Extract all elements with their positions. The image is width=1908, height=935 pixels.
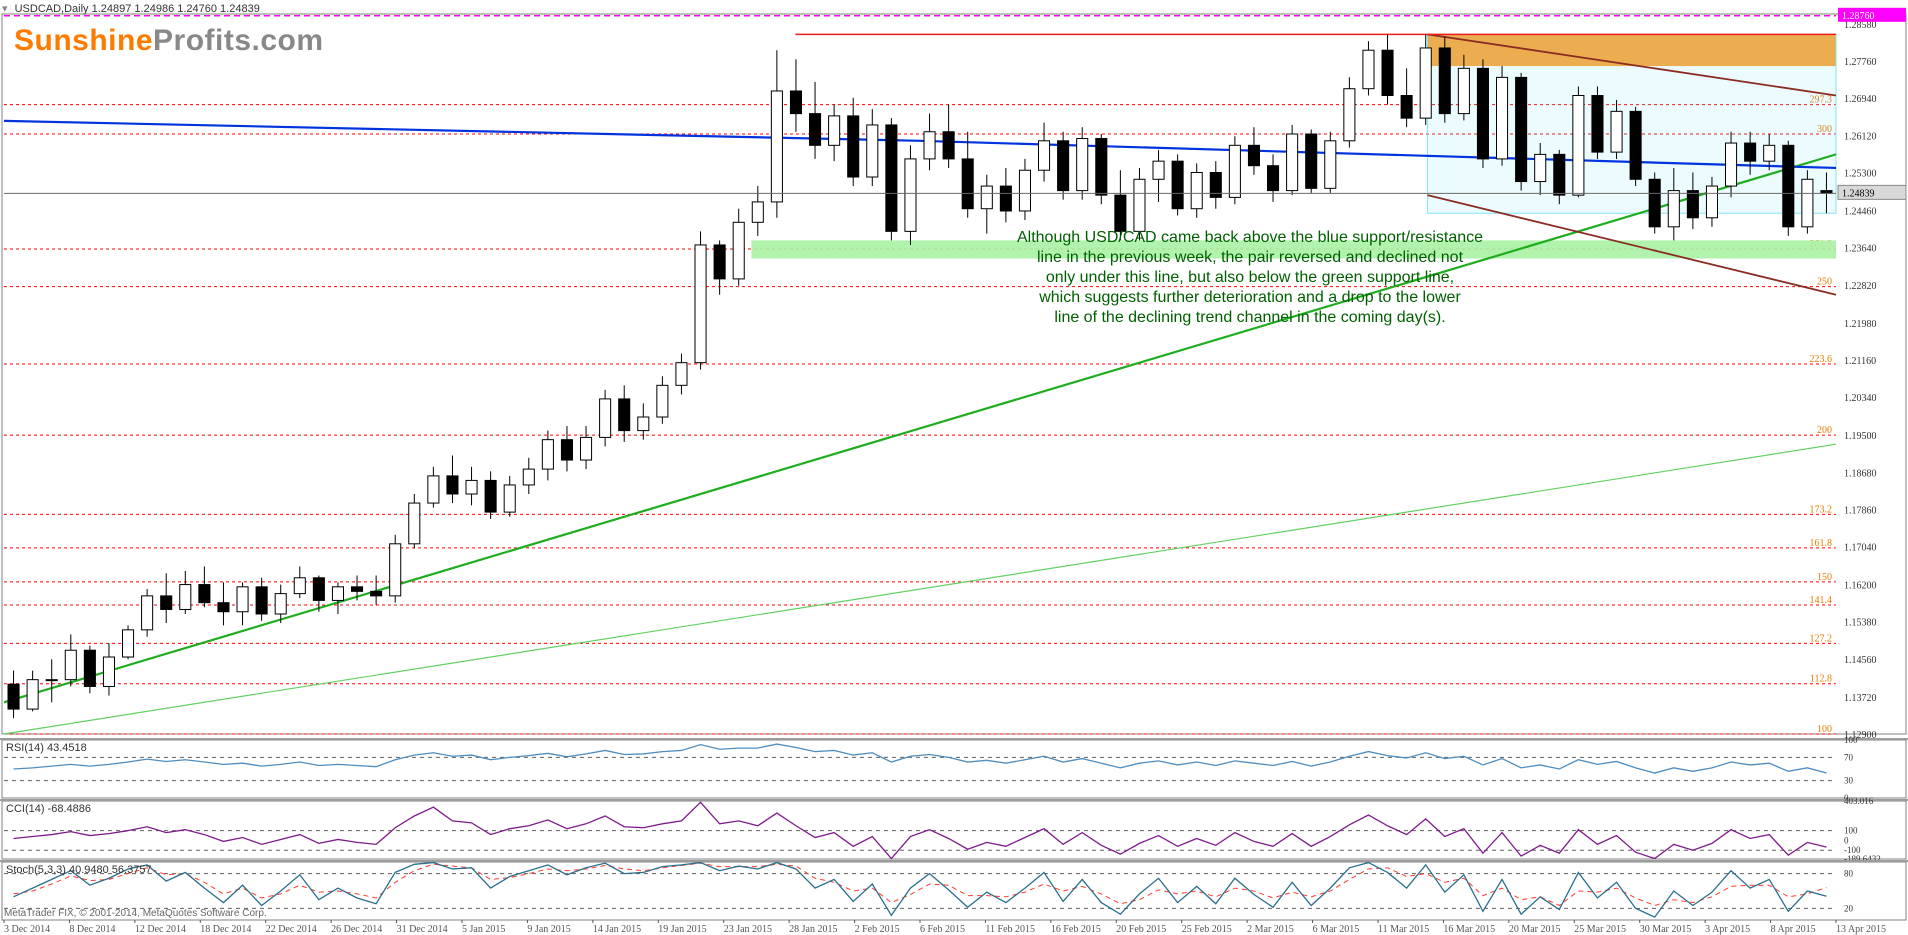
svg-text:12 Dec 2014: 12 Dec 2014 — [135, 924, 186, 935]
svg-text:20 Feb 2015: 20 Feb 2015 — [1116, 924, 1166, 935]
svg-text:1.23640: 1.23640 — [1844, 244, 1877, 255]
stoch-label: Stoch(5,3,3) 40.9480 56.3757 — [6, 864, 152, 876]
svg-text:403.016: 403.016 — [1844, 796, 1874, 806]
svg-text:1.20340: 1.20340 — [1844, 393, 1877, 404]
collapse-icon[interactable]: ▾ — [2, 3, 8, 15]
chart-root: 1.285801.277601.269401.261201.253001.244… — [0, 0, 1908, 935]
svg-text:70: 70 — [1844, 752, 1854, 762]
svg-text:30: 30 — [1844, 776, 1854, 786]
svg-text:9 Jan 2015: 9 Jan 2015 — [527, 924, 570, 935]
svg-text:1.24460: 1.24460 — [1844, 207, 1877, 218]
svg-text:1.27760: 1.27760 — [1844, 57, 1877, 68]
svg-text:6 Mar 2015: 6 Mar 2015 — [1313, 924, 1360, 935]
svg-text:0: 0 — [1844, 835, 1849, 845]
svg-text:1.21980: 1.21980 — [1844, 319, 1877, 330]
copyright-text: MetaTrader FIX, © 2001-2014, MetaQuotes … — [4, 908, 267, 919]
svg-text:141.4: 141.4 — [1810, 595, 1833, 606]
svg-text:1.13720: 1.13720 — [1844, 693, 1877, 704]
svg-text:1.24839: 1.24839 — [1842, 188, 1875, 199]
svg-text:31 Dec 2014: 31 Dec 2014 — [397, 924, 448, 935]
svg-text:127.2: 127.2 — [1810, 633, 1833, 644]
svg-text:3 Dec 2014: 3 Dec 2014 — [4, 924, 50, 935]
svg-text:200: 200 — [1817, 425, 1832, 436]
svg-text:20: 20 — [1844, 903, 1854, 913]
svg-text:100: 100 — [1817, 724, 1832, 735]
svg-text:150: 150 — [1817, 572, 1832, 583]
svg-text:80: 80 — [1844, 869, 1854, 879]
svg-text:1.17040: 1.17040 — [1844, 543, 1877, 554]
svg-text:1.14560: 1.14560 — [1844, 655, 1877, 666]
svg-text:1.26940: 1.26940 — [1844, 94, 1877, 105]
svg-text:28 Jan 2015: 28 Jan 2015 — [789, 924, 837, 935]
svg-text:22 Dec 2014: 22 Dec 2014 — [266, 924, 317, 935]
svg-text:25 Mar 2015: 25 Mar 2015 — [1574, 924, 1626, 935]
svg-text:11 Feb 2015: 11 Feb 2015 — [985, 924, 1035, 935]
svg-text:14 Jan 2015: 14 Jan 2015 — [593, 924, 641, 935]
svg-text:1.16200: 1.16200 — [1844, 581, 1877, 592]
svg-text:1.17860: 1.17860 — [1844, 505, 1877, 516]
svg-text:1.26120: 1.26120 — [1844, 131, 1877, 142]
title-bar: ▾ USDCAD,Daily 1.24897 1.24986 1.24760 1… — [2, 2, 260, 15]
chart-svg: 1.285801.277601.269401.261201.253001.244… — [0, 0, 1908, 935]
svg-text:11 Mar 2015: 11 Mar 2015 — [1378, 924, 1429, 935]
svg-text:30 Mar 2015: 30 Mar 2015 — [1640, 924, 1692, 935]
svg-text:1.18680: 1.18680 — [1844, 468, 1877, 479]
svg-text:16 Mar 2015: 16 Mar 2015 — [1443, 924, 1495, 935]
svg-text:1.28760: 1.28760 — [1842, 11, 1875, 22]
svg-text:1.19500: 1.19500 — [1844, 431, 1877, 442]
svg-text:6 Feb 2015: 6 Feb 2015 — [920, 924, 965, 935]
svg-text:161.8: 161.8 — [1810, 538, 1833, 549]
svg-text:19 Jan 2015: 19 Jan 2015 — [658, 924, 706, 935]
svg-text:1.25300: 1.25300 — [1844, 168, 1877, 179]
svg-text:26 Dec 2014: 26 Dec 2014 — [331, 924, 382, 935]
cci-label: CCI(14) -68.4886 — [6, 803, 91, 815]
svg-text:18 Dec 2014: 18 Dec 2014 — [200, 924, 251, 935]
svg-text:3 Apr 2015: 3 Apr 2015 — [1705, 924, 1750, 935]
svg-text:100: 100 — [1844, 735, 1858, 745]
rsi-label: RSI(14) 43.4518 — [6, 742, 87, 754]
svg-text:13 Apr 2015: 13 Apr 2015 — [1836, 924, 1886, 935]
svg-text:20 Mar 2015: 20 Mar 2015 — [1509, 924, 1561, 935]
svg-text:8 Apr 2015: 8 Apr 2015 — [1771, 924, 1816, 935]
svg-text:112.8: 112.8 — [1810, 674, 1832, 685]
svg-text:16 Feb 2015: 16 Feb 2015 — [1051, 924, 1101, 935]
svg-text:2 Feb 2015: 2 Feb 2015 — [855, 924, 900, 935]
svg-text:5 Jan 2015: 5 Jan 2015 — [462, 924, 505, 935]
svg-text:223.6: 223.6 — [1810, 354, 1833, 365]
svg-text:1.21160: 1.21160 — [1844, 356, 1876, 367]
svg-text:100: 100 — [1844, 826, 1858, 836]
svg-text:1.22820: 1.22820 — [1844, 281, 1877, 292]
svg-text:1.15380: 1.15380 — [1844, 618, 1877, 629]
svg-text:2 Mar 2015: 2 Mar 2015 — [1247, 924, 1294, 935]
svg-text:250: 250 — [1817, 277, 1832, 288]
svg-text:8 Dec 2014: 8 Dec 2014 — [69, 924, 115, 935]
chart-title: USDCAD,Daily 1.24897 1.24986 1.24760 1.2… — [15, 3, 260, 15]
svg-text:23 Jan 2015: 23 Jan 2015 — [724, 924, 772, 935]
svg-text:25 Feb 2015: 25 Feb 2015 — [1182, 924, 1232, 935]
svg-text:-100: -100 — [1844, 845, 1861, 855]
svg-text:173.2: 173.2 — [1810, 504, 1833, 515]
